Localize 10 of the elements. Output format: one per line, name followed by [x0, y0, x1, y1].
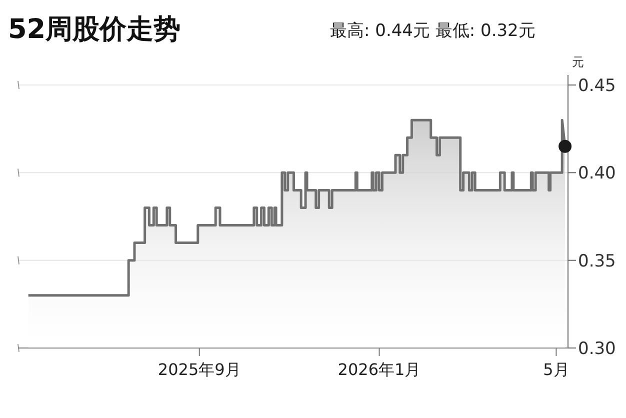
y-tick-label: 0.30: [578, 339, 616, 359]
y-tick-label: 0.35: [578, 251, 616, 272]
y-tick-label: 0.45: [578, 76, 616, 96]
y-axis-title: 元: [572, 55, 584, 69]
y-tick-label: 0.40: [578, 164, 616, 184]
chart-title: 52周股价走势: [8, 14, 181, 45]
chart-subtitle: 最高: 0.44元 最低: 0.32元: [330, 21, 536, 41]
x-tick-label: 5月: [543, 360, 570, 379]
x-tick-label: 2026年1月: [338, 360, 421, 379]
x-tick-label: 2025年9月: [158, 360, 241, 379]
